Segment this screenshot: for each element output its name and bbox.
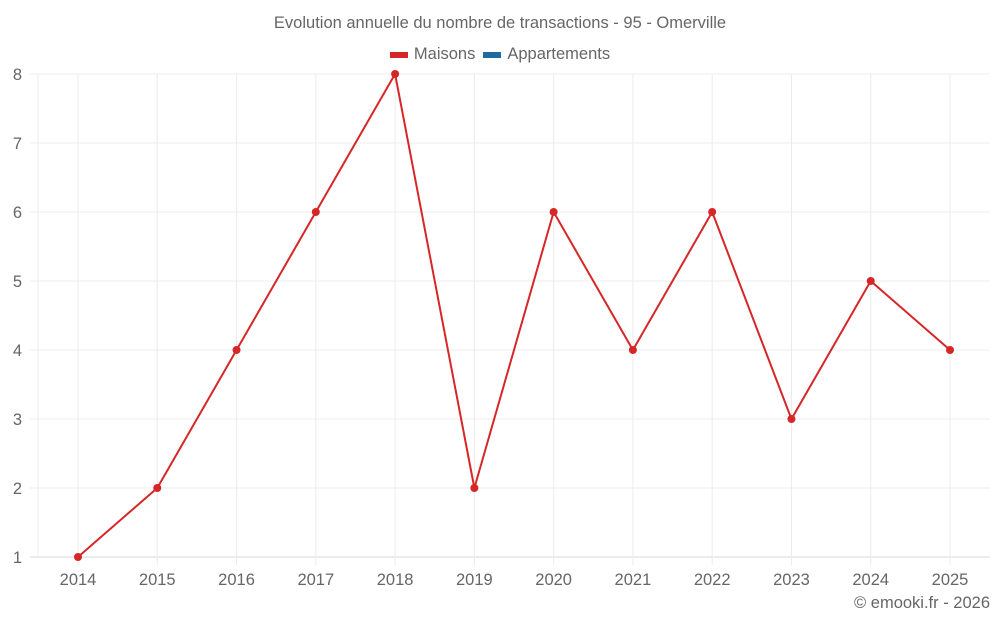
y-tick-label: 5 [13,273,22,291]
y-tick-label: 2 [13,480,22,498]
x-tick-label: 2017 [297,571,334,589]
legend-label-appartements: Appartements [507,45,611,63]
data-point [232,346,241,354]
data-point [628,346,637,354]
x-tick-label: 2022 [694,571,731,589]
x-tick-label: 2019 [456,571,493,589]
x-tick-label: 2016 [218,571,255,589]
credit-text: © emooki.fr - 2026 [854,594,990,612]
data-point [787,415,796,423]
x-axis: 2014 2015 2016 2017 2018 2019 2020 2021 2022 2023… [60,571,969,589]
chart-title: Evolution annuelle du nombre de transact… [273,14,727,32]
y-tick-label: 7 [13,135,22,153]
data-point [866,277,875,285]
x-tick-label: 2023 [773,571,810,589]
x-tick-label: 2018 [377,571,414,589]
data-point [549,208,558,216]
x-tick-label: 2024 [852,571,889,589]
y-axis: 1 2 3 4 5 6 7 8 [13,66,22,567]
legend-swatch-appartements [483,51,502,58]
y-tick-label: 4 [13,342,22,360]
x-tick-label: 2015 [139,571,176,589]
x-tick-label: 2025 [932,571,969,589]
grid-lines [30,73,990,565]
x-tick-label: 2021 [615,571,652,589]
data-point [311,208,320,216]
series-line-maisons [77,73,951,558]
series-maisons [74,70,954,561]
y-tick-label: 6 [13,204,22,222]
y-tick-label: 3 [13,411,22,429]
legend-item-maisons[interactable]: Maisons [389,45,476,64]
chart-legend: Maisons Appartements [0,45,1000,64]
legend-label-maisons: Maisons [413,45,476,63]
legend-item-appartements[interactable]: Appartements [483,45,610,64]
legend-swatch-maisons [389,51,408,58]
y-tick-label: 8 [13,66,22,84]
data-point [708,208,717,216]
y-tick-label: 1 [13,549,22,567]
data-point [153,484,162,492]
x-tick-label: 2014 [60,571,97,589]
x-tick-label: 2020 [535,571,572,589]
data-point [74,553,82,561]
data-point [391,70,400,78]
data-point [946,346,954,354]
data-point [470,484,479,492]
